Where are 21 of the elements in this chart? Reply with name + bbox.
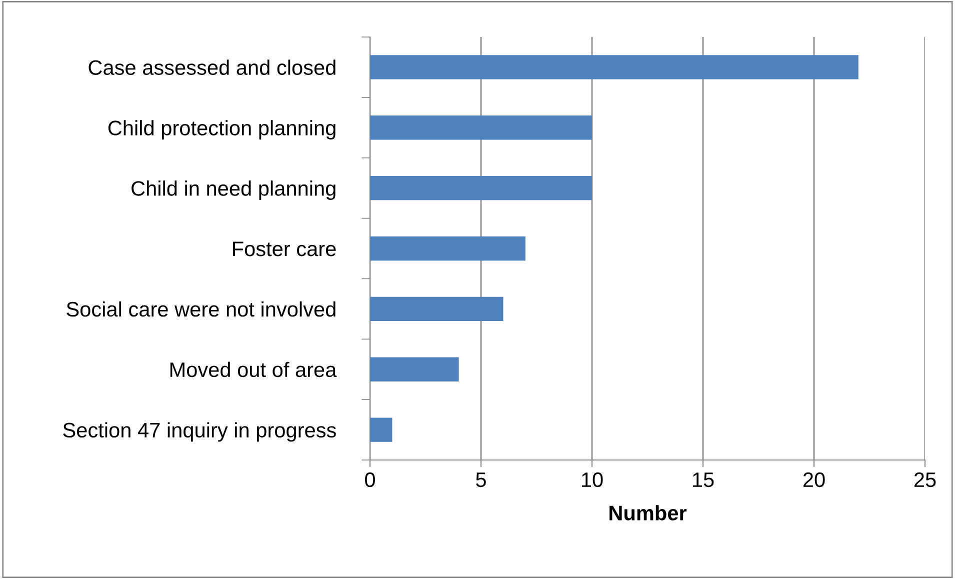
x-axis-title: Number — [610, 505, 687, 520]
bar — [370, 55, 858, 80]
y-tick-label: Child in need planning — [132, 180, 336, 200]
y-tick-label: Social care were not involved — [66, 301, 336, 317]
bar — [370, 176, 592, 200]
x-tick-label: 20 — [803, 472, 825, 488]
bar — [370, 357, 459, 382]
y-tick-label: Foster care — [233, 242, 336, 256]
x-tick-label: 10 — [582, 472, 603, 488]
x-tick-label: 25 — [914, 472, 936, 488]
y-tick-label: Moved out of area — [170, 362, 337, 378]
bar — [370, 418, 392, 442]
x-tick-label: 0 — [365, 472, 375, 488]
x-tick-label: 15 — [693, 472, 714, 488]
bar — [370, 236, 526, 261]
y-tick-label: Case assessed and closed — [88, 60, 336, 75]
x-tick-label: 5 — [476, 472, 486, 488]
bar — [370, 116, 592, 140]
y-tick-label: Child protection planning — [108, 120, 336, 140]
y-tick-label: Section 47 inquiry in progress — [63, 422, 336, 442]
bar — [370, 296, 504, 322]
